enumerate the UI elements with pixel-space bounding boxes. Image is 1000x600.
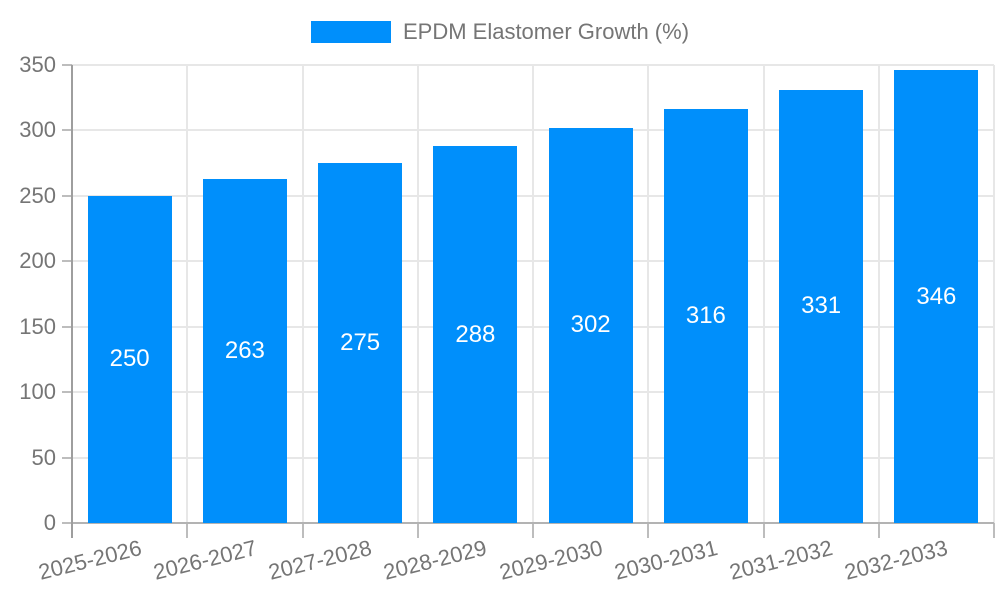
legend-swatch xyxy=(310,21,391,43)
x-gridline xyxy=(993,65,995,523)
y-axis-tick xyxy=(62,129,72,132)
legend-label: EPDM Elastomer Growth (%) xyxy=(402,19,690,44)
x-axis-tick xyxy=(647,523,650,538)
y-axis-tick xyxy=(62,325,72,328)
y-axis-label: 300 xyxy=(19,117,56,143)
x-axis-tick xyxy=(993,523,995,538)
bar: 263 xyxy=(202,178,287,523)
x-axis-tick xyxy=(416,523,419,538)
bar-value-label: 288 xyxy=(455,320,496,348)
y-axis-label: 200 xyxy=(19,248,56,274)
bar: 302 xyxy=(548,127,633,523)
y-axis-label: 150 xyxy=(19,313,56,339)
y-axis-tick xyxy=(62,391,72,394)
x-gridline xyxy=(532,65,534,523)
bar: 288 xyxy=(433,146,518,523)
bar: 316 xyxy=(663,109,748,523)
legend[interactable]: EPDM Elastomer Growth (%) xyxy=(0,18,1000,46)
y-axis-label: 250 xyxy=(19,182,56,208)
y-axis-tick xyxy=(62,194,72,197)
plot-area: 0 50 100 150 200 250 300 350 250 263 275 288 302 316 3… xyxy=(19,52,995,585)
x-axis-line xyxy=(72,522,994,524)
x-gridline xyxy=(186,65,189,523)
bar-value-label: 346 xyxy=(916,282,957,310)
y-axis-label: 0 xyxy=(43,510,56,535)
bar: 250 xyxy=(87,195,172,523)
x-gridline xyxy=(647,65,650,523)
bar-value-label: 316 xyxy=(685,302,726,330)
y-axis-label: 50 xyxy=(31,444,56,470)
y-axis-label: 100 xyxy=(19,379,56,405)
x-axis-tick xyxy=(762,523,765,538)
y-axis-tick xyxy=(62,64,72,66)
x-gridline xyxy=(762,65,765,523)
bar-value-label: 275 xyxy=(340,329,381,357)
y-axis-tick xyxy=(62,522,72,524)
x-axis-tick xyxy=(301,523,304,538)
bar-value-label: 331 xyxy=(801,292,842,320)
x-gridline xyxy=(877,65,880,523)
x-axis-tick xyxy=(532,523,534,538)
y-axis-label: 350 xyxy=(19,52,56,77)
bar: 331 xyxy=(779,89,864,523)
bar-value-label: 302 xyxy=(570,311,611,339)
y-axis-line xyxy=(71,65,73,538)
bar-value-label: 263 xyxy=(224,336,265,364)
bar-value-label: 250 xyxy=(109,345,150,373)
x-gridline xyxy=(301,65,304,523)
bar: 275 xyxy=(318,163,403,523)
x-axis-tick xyxy=(186,523,189,538)
bar: 346 xyxy=(894,70,979,523)
x-axis-tick xyxy=(877,523,880,538)
y-axis-tick xyxy=(62,260,72,263)
x-gridline xyxy=(416,65,419,523)
y-axis-tick xyxy=(62,456,72,459)
